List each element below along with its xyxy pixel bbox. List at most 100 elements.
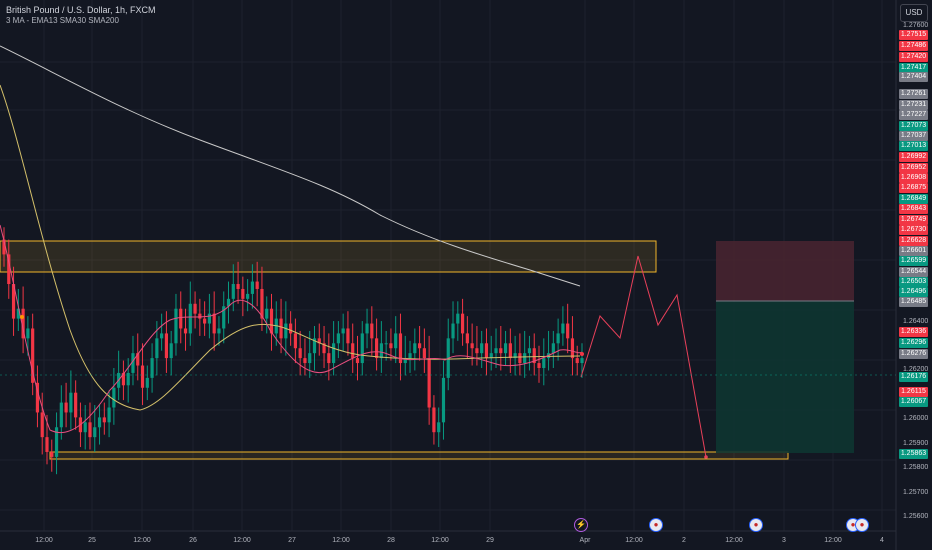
candle-body xyxy=(83,422,87,433)
price-label: 1.27486 xyxy=(899,41,928,51)
candle-body xyxy=(527,348,532,354)
us-flag-icon[interactable]: ● xyxy=(855,518,869,532)
price-label: 1.26749 xyxy=(899,215,928,225)
us-flag-icon[interactable]: ● xyxy=(749,518,763,532)
candle-body xyxy=(470,343,474,349)
price-tick: 1.26400 xyxy=(903,318,929,325)
candle-body xyxy=(54,427,59,457)
candle-body xyxy=(183,328,188,334)
time-label: 27 xyxy=(288,537,296,544)
indicator-label[interactable]: 3 MA - EMA13 SMA30 SMA200 xyxy=(6,16,119,25)
time-label: 3 xyxy=(782,537,786,544)
price-label: 1.27420 xyxy=(899,52,928,62)
candle-body xyxy=(260,288,264,319)
price-label: 1.26599 xyxy=(899,256,928,266)
candle-body xyxy=(289,323,293,334)
candle-body xyxy=(231,284,235,299)
candle-body xyxy=(198,313,202,319)
resistance-zone[interactable] xyxy=(0,240,657,273)
us-flag-icon[interactable]: ● xyxy=(649,518,663,532)
candle-body xyxy=(174,308,178,344)
candle-body xyxy=(580,358,584,364)
candle-body xyxy=(298,348,302,359)
lightning-icon[interactable]: ⚡ xyxy=(574,518,588,532)
candle-body xyxy=(456,313,460,324)
candle-body xyxy=(441,377,446,423)
currency-button[interactable]: USD xyxy=(900,4,928,22)
time-label: 12:00 xyxy=(625,537,643,544)
support-zone[interactable] xyxy=(49,451,789,460)
time-label: 28 xyxy=(387,537,395,544)
candle-body xyxy=(126,372,130,386)
candle-body xyxy=(203,318,207,324)
candle-body xyxy=(422,348,426,359)
price-tick: 1.26200 xyxy=(903,366,929,373)
sma200-line xyxy=(0,45,581,287)
candle-body xyxy=(480,343,484,354)
price-tick: 1.25600 xyxy=(903,513,929,520)
price-label: 1.27515 xyxy=(899,30,928,40)
candle-body xyxy=(494,348,498,354)
candle-body xyxy=(389,343,393,349)
candle-body xyxy=(451,323,455,339)
candle-body xyxy=(265,308,269,319)
time-label: 12:00 xyxy=(233,537,251,544)
price-label: 1.26276 xyxy=(899,349,928,359)
projection-path xyxy=(580,255,707,458)
candle-body xyxy=(2,239,6,255)
candle-body xyxy=(207,313,212,324)
candle-body xyxy=(279,318,283,339)
candle-body xyxy=(551,343,555,354)
candle-body xyxy=(303,358,307,364)
candle-body xyxy=(398,333,403,364)
projection-end-point xyxy=(704,455,708,459)
price-tick: 1.25900 xyxy=(903,440,929,447)
sma30-line xyxy=(0,84,581,411)
price-label: 1.26544 xyxy=(899,267,928,277)
candle-body xyxy=(346,328,350,344)
candle-body xyxy=(246,293,250,299)
candle-body xyxy=(284,323,288,339)
candle-body xyxy=(121,372,126,386)
time-label: 25 xyxy=(88,537,96,544)
candle-body xyxy=(360,333,364,364)
candle-body xyxy=(537,363,541,368)
price-label: 1.25863 xyxy=(899,449,928,459)
candle-body xyxy=(403,358,407,364)
candle-body xyxy=(523,353,527,364)
price-label: 1.26485 xyxy=(899,297,928,307)
time-label: 26 xyxy=(189,537,197,544)
price-label: 1.26601 xyxy=(899,246,928,256)
candle-body xyxy=(255,281,259,289)
candle-body xyxy=(518,353,522,364)
candle-body xyxy=(370,323,374,339)
price-label: 1.26628 xyxy=(899,236,928,246)
candle-body xyxy=(7,254,11,285)
time-label: 12:00 xyxy=(35,537,53,544)
candle-body xyxy=(250,281,254,294)
position-stop-zone[interactable] xyxy=(716,241,854,301)
candle-body xyxy=(226,298,231,307)
position-target-zone[interactable] xyxy=(716,301,854,453)
candle-body xyxy=(417,343,422,349)
candle-body xyxy=(384,343,388,345)
candle-body xyxy=(222,306,226,329)
candle-body xyxy=(150,358,154,378)
candle-body xyxy=(64,402,68,413)
candle-body xyxy=(336,333,340,344)
candle-body xyxy=(179,308,183,329)
candle-body xyxy=(341,328,345,334)
price-label: 1.27013 xyxy=(899,141,928,151)
price-label: 1.27227 xyxy=(899,110,928,120)
candle-body xyxy=(107,407,111,423)
price-tick: 1.25800 xyxy=(903,464,929,471)
symbol-title[interactable]: British Pound / U.S. Dollar, 1h, FXCM xyxy=(6,5,156,15)
candle-body xyxy=(140,365,145,388)
candle-body xyxy=(293,333,297,349)
candle-body xyxy=(97,417,102,428)
price-label: 1.26992 xyxy=(899,152,928,162)
time-label: 29 xyxy=(486,537,494,544)
candle-body xyxy=(566,323,570,339)
candle-body xyxy=(332,343,336,364)
